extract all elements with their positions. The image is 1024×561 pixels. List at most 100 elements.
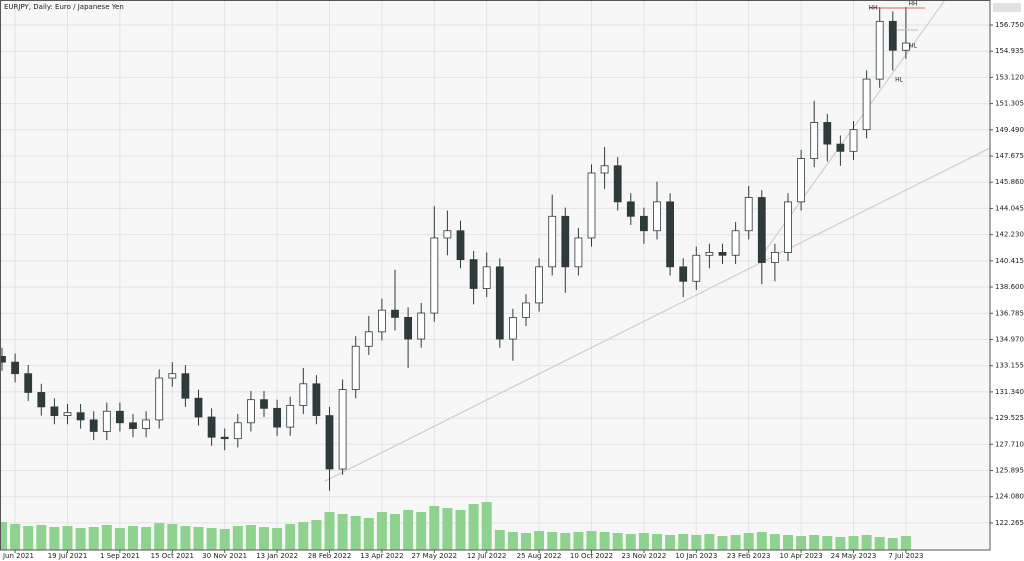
x-tick-label: 10 Apr 2023 <box>779 552 822 560</box>
y-tick-label: 144.045 <box>995 204 1024 212</box>
candle-body <box>902 42 910 51</box>
volume-bar <box>363 518 374 550</box>
volume-bar <box>128 526 138 550</box>
x-tick-label: 24 May 2023 <box>831 552 877 560</box>
candle-body <box>260 399 268 409</box>
candle-body <box>377 309 386 333</box>
candle-body <box>469 259 478 289</box>
candle-body <box>24 373 33 393</box>
candle-body <box>129 422 137 429</box>
volume-bar <box>167 524 178 550</box>
volume-bar <box>180 526 191 550</box>
volume-bar <box>599 532 610 550</box>
annotation: HH <box>868 5 877 12</box>
volume-bar <box>704 534 715 550</box>
volume-bar <box>23 526 34 550</box>
candle-body <box>233 422 242 440</box>
plot-background <box>0 0 990 550</box>
y-tick-label: 131.340 <box>995 388 1024 396</box>
volume-bar <box>390 514 400 550</box>
y-tick-label: 154.935 <box>995 47 1024 55</box>
y-tick-label: 145.860 <box>995 178 1024 186</box>
volume-bar <box>141 527 152 550</box>
x-tick-label: 13 Jan 2022 <box>256 552 298 560</box>
volume-bar <box>625 534 636 550</box>
volume-bar <box>245 525 256 550</box>
candle-body <box>37 392 46 408</box>
volume-bar <box>560 533 571 550</box>
candle-body <box>89 419 98 432</box>
candle-body <box>142 419 151 429</box>
volume-bar <box>756 532 767 550</box>
y-tick-label: 142.230 <box>995 231 1024 239</box>
volume-bar <box>783 535 793 550</box>
candle-body <box>220 436 229 440</box>
x-tick-label: 3 Jun 2021 <box>0 552 34 560</box>
candle-body <box>430 237 439 314</box>
x-tick-label: 19 Jul 2021 <box>48 552 88 560</box>
x-tick-label: 10 Oct 2022 <box>570 552 613 560</box>
volume-bar <box>10 524 21 550</box>
x-tick-label: 15 Oct 2021 <box>151 552 194 560</box>
volume-bar <box>468 504 479 550</box>
candle-body <box>456 230 465 261</box>
candle-body <box>731 230 740 256</box>
volume-bar <box>324 512 335 550</box>
volume-bar <box>507 532 518 550</box>
volume-bar <box>743 533 754 550</box>
candle-body <box>338 389 347 470</box>
candle-body <box>744 197 753 232</box>
candle-body <box>522 302 530 318</box>
candle-body <box>640 215 648 232</box>
volume-bar <box>75 528 86 550</box>
volume-bar <box>848 536 859 550</box>
volume-bar <box>442 508 453 550</box>
volume-bar <box>809 535 820 550</box>
candle-body <box>757 197 766 263</box>
plot-frame <box>0 0 991 551</box>
candle-body <box>692 254 701 282</box>
candle-body <box>771 252 779 263</box>
volume-bar <box>822 536 833 550</box>
candle-body <box>548 215 557 268</box>
volume-bar <box>900 536 911 550</box>
annotation: HH <box>908 1 917 8</box>
volume-bar <box>494 530 505 550</box>
volume-bar <box>337 514 348 550</box>
y-tick-label: 151.305 <box>995 100 1024 108</box>
candle-body <box>364 331 373 347</box>
candle-body <box>600 165 609 174</box>
trend-line <box>324 147 991 482</box>
volume-bar <box>665 535 676 550</box>
volume-bar <box>534 531 545 550</box>
y-tick-label: 153.120 <box>995 73 1024 81</box>
x-tick-label: 1 Sep 2021 <box>100 552 140 560</box>
volume-bar <box>285 524 296 550</box>
volume-bar <box>887 538 898 550</box>
candle-body <box>76 412 85 421</box>
x-tick-label: 23 Feb 2023 <box>727 552 771 560</box>
volume-bar <box>154 523 165 550</box>
candle-body <box>679 266 688 282</box>
candle-body <box>666 201 674 268</box>
x-tick-label: 27 May 2022 <box>411 552 457 560</box>
candle-body <box>246 399 255 424</box>
candle-body <box>50 406 59 416</box>
candle-body <box>0 355 6 363</box>
candle-body <box>495 266 504 340</box>
volume-bar <box>36 525 47 550</box>
volume-bar <box>429 506 440 550</box>
volume-bar <box>691 535 702 550</box>
candle-body <box>574 237 583 268</box>
volume-bar <box>403 510 414 550</box>
x-tick-label: 30 Nov 2021 <box>202 552 247 560</box>
volume-bar <box>769 534 780 550</box>
candle-body <box>797 158 805 203</box>
candle-body <box>102 410 111 432</box>
volume-bar <box>612 533 623 550</box>
candle-body <box>626 201 635 217</box>
candle-body <box>613 165 622 203</box>
candle-body <box>443 230 452 239</box>
y-tick-label: 122.265 <box>995 519 1024 527</box>
